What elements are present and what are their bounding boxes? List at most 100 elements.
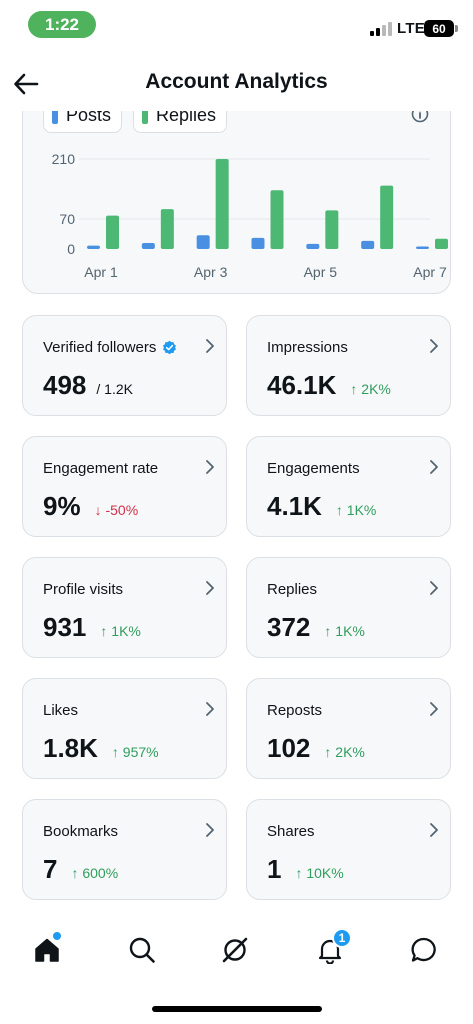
- stat-value-number: 498: [43, 370, 87, 400]
- x-tick-label: Apr 1: [84, 264, 118, 280]
- nav-messages[interactable]: [404, 930, 444, 970]
- nav-search[interactable]: [122, 930, 162, 970]
- stat-label-text: Impressions: [267, 339, 348, 356]
- stat-change: ↑ 1K%: [100, 623, 141, 639]
- bar-replies-apr-4: [270, 190, 284, 249]
- grok-icon: [222, 937, 248, 963]
- nav-grok[interactable]: [215, 930, 255, 970]
- chevron-right-icon: [206, 702, 214, 716]
- nav-home[interactable]: [27, 930, 67, 970]
- bar-replies-apr-6: [380, 185, 394, 249]
- stat-value: 498 / 1.2K: [43, 370, 133, 401]
- stat-label-text: Reposts: [267, 702, 323, 719]
- stat-label: Likes: [43, 702, 78, 719]
- stat-value: 4.1K ↑ 1K%: [267, 491, 376, 522]
- stat-value: 931 ↑ 1K%: [43, 612, 141, 643]
- stat-card-reposts[interactable]: Reposts 102 ↑ 2K%: [246, 678, 451, 779]
- stat-label-text: Bookmarks: [43, 823, 119, 840]
- chevron-right-icon: [206, 581, 214, 595]
- stat-label-text: Likes: [43, 702, 79, 719]
- status-time: 1:22: [28, 11, 96, 38]
- chevron-right-icon: [206, 339, 214, 353]
- stat-label: Impressions: [267, 339, 348, 356]
- chevron-right-icon: [430, 581, 438, 595]
- stat-value: 7 ↑ 600%: [43, 854, 118, 885]
- stat-value: 9% ↓ -50%: [43, 491, 138, 522]
- stat-change: ↓ -50%: [94, 502, 139, 518]
- back-arrow-icon: [14, 73, 39, 95]
- stat-value-number: 46.1K: [267, 370, 337, 400]
- stat-label: Profile visits: [43, 581, 123, 598]
- home-icon: [35, 938, 59, 962]
- stat-label: Replies: [267, 581, 317, 598]
- battery-icon: 60: [424, 20, 458, 37]
- stat-label-text: Shares: [267, 823, 315, 840]
- bar-posts-apr-3: [196, 235, 210, 249]
- stat-value-number: 102: [267, 733, 311, 763]
- stat-card-likes[interactable]: Likes 1.8K ↑ 957%: [22, 678, 227, 779]
- stat-change: ↑ 10K%: [295, 865, 344, 881]
- stat-card-profile-visits[interactable]: Profile visits 931 ↑ 1K%: [22, 557, 227, 658]
- stat-change: ↑ 2K%: [324, 744, 365, 760]
- stat-label: Engagement rate: [43, 460, 158, 477]
- verified-badge-icon: [163, 340, 177, 355]
- bar-replies-apr-1: [106, 215, 119, 249]
- stat-label-text: Replies: [267, 581, 318, 598]
- x-tick-label: Apr 7: [413, 264, 447, 280]
- bar-posts-apr-4: [251, 237, 265, 249]
- bar-posts-apr-7: [416, 246, 429, 249]
- x-tick-label: Apr 3: [194, 264, 228, 280]
- chevron-right-icon: [430, 339, 438, 353]
- stat-card-shares[interactable]: Shares 1 ↑ 10K%: [246, 799, 451, 900]
- stat-label: Engagements: [267, 460, 360, 477]
- stat-value-number: 931: [43, 612, 87, 642]
- stat-extra-text: / 1.2K: [96, 381, 133, 397]
- status-bar: 1:22 LTE 60: [0, 0, 473, 48]
- bar-replies-apr-2: [160, 209, 174, 249]
- bar-posts-apr-6: [361, 240, 375, 249]
- messages-icon: [411, 937, 436, 962]
- legend-posts-swatch: [52, 106, 58, 124]
- stat-value: 46.1K ↑ 2K%: [267, 370, 391, 401]
- bar-posts-apr-5: [306, 243, 320, 249]
- stat-label-text: Verified followers: [43, 339, 157, 356]
- stat-label-text: Engagement rate: [43, 460, 159, 477]
- x-tick-label: Apr 5: [304, 264, 338, 280]
- stat-value: 372 ↑ 1K%: [267, 612, 365, 643]
- y-tick-label: 0: [67, 241, 75, 257]
- stat-value: 1 ↑ 10K%: [267, 854, 344, 885]
- stat-card-engagements[interactable]: Engagements 4.1K ↑ 1K%: [246, 436, 451, 537]
- page-title: Account Analytics: [145, 70, 328, 93]
- home-notification-dot: [53, 932, 61, 940]
- stat-card-bookmarks[interactable]: Bookmarks 7 ↑ 600%: [22, 799, 227, 900]
- home-indicator: [152, 1006, 322, 1012]
- stat-card-verified-followers[interactable]: Verified followers 498 / 1.2K: [22, 315, 227, 416]
- stat-card-engagement-rate[interactable]: Engagement rate 9% ↓ -50%: [22, 436, 227, 537]
- legend-replies-swatch: [142, 106, 148, 124]
- stat-label: Verified followers: [43, 339, 177, 356]
- stat-change: ↑ 1K%: [335, 502, 377, 518]
- stat-card-replies[interactable]: Replies 372 ↑ 1K%: [246, 557, 451, 658]
- bar-replies-apr-5: [325, 210, 339, 249]
- bar-replies-apr-3: [215, 159, 229, 249]
- stat-value-number: 372: [267, 612, 311, 642]
- stat-change: ↑ 957%: [111, 744, 159, 760]
- signal-icon: [370, 22, 392, 36]
- bar-posts-apr-1: [87, 245, 100, 249]
- stat-card-impressions[interactable]: Impressions 46.1K ↑ 2K%: [246, 315, 451, 416]
- back-button[interactable]: [8, 66, 44, 102]
- stat-label: Reposts: [267, 702, 322, 719]
- stat-change: ↑ 600%: [71, 865, 119, 881]
- stat-change: ↑ 1K%: [324, 623, 365, 639]
- stat-value-number: 7: [43, 854, 58, 884]
- chevron-right-icon: [430, 702, 438, 716]
- stat-value-number: 9%: [43, 491, 81, 521]
- nav-notifications[interactable]: 1: [310, 928, 352, 970]
- stat-label: Bookmarks: [43, 823, 118, 840]
- stat-label-text: Profile visits: [43, 581, 124, 598]
- header-divider: [0, 96, 473, 111]
- bar-chart: 0 70 210 Apr 1 Apr 3 Apr 5 Apr 7: [52, 151, 448, 280]
- chevron-right-icon: [206, 460, 214, 474]
- chart-card: Posts Replies 0 70 210 Apr 1 Apr 3 Apr 5 Apr 7: [22, 96, 451, 294]
- notifications-badge: 1: [332, 928, 352, 948]
